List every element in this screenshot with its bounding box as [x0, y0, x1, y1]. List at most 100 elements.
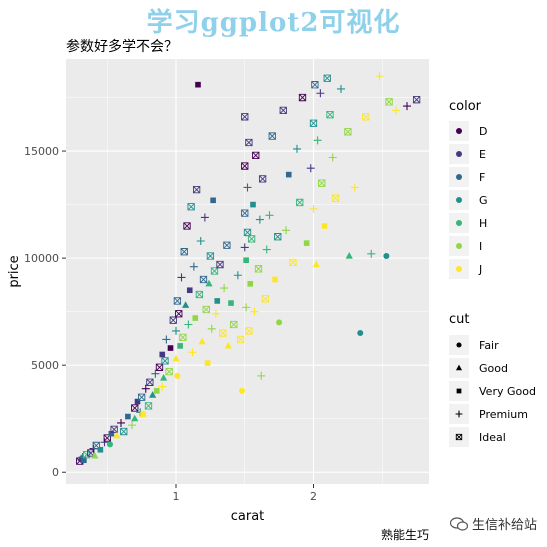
- chart-subtitle: 参数好多学不会？: [66, 39, 178, 55]
- data-point: [344, 128, 352, 136]
- data-point: [245, 327, 253, 335]
- data-point: [298, 93, 307, 102]
- data-point: [204, 360, 211, 366]
- data-point: [108, 430, 115, 437]
- data-point: [228, 300, 234, 306]
- data-point: [276, 319, 283, 326]
- data-point: [165, 367, 173, 376]
- y-tick-label: 15000: [24, 145, 59, 158]
- data-point: [233, 271, 242, 280]
- data-point: [140, 411, 146, 418]
- data-point: [202, 305, 210, 314]
- data-point: [81, 457, 87, 464]
- data-point: [252, 151, 260, 159]
- data-point: [412, 96, 421, 104]
- legend-color-label: D: [479, 125, 487, 138]
- data-point: [180, 248, 188, 256]
- data-point: [337, 84, 345, 93]
- data-point: [303, 240, 310, 246]
- data-point: [306, 164, 315, 173]
- data-point: [162, 335, 171, 344]
- data-point: [107, 441, 113, 448]
- data-point: [131, 404, 139, 412]
- data-point: [293, 144, 301, 153]
- data-point: [247, 235, 256, 243]
- banner-title: 学习ggplot2可视化: [146, 8, 401, 38]
- data-point: [146, 378, 154, 386]
- data-point: [174, 372, 181, 379]
- legend-cut-label: Ideal: [479, 431, 506, 444]
- legend-cut-label: Premium: [479, 408, 528, 421]
- data-point: [155, 363, 164, 371]
- data-point: [167, 345, 174, 351]
- data-point: [236, 335, 245, 344]
- data-point: [309, 204, 318, 213]
- data-point: [230, 320, 238, 329]
- data-point: [195, 290, 204, 299]
- data-point: [383, 252, 390, 259]
- data-point: [242, 303, 251, 312]
- legend-cut-symbol: [456, 388, 462, 394]
- data-point: [326, 111, 334, 119]
- legend-cut-label: Fair: [479, 339, 499, 352]
- data-point: [117, 418, 125, 427]
- data-point: [189, 262, 198, 271]
- data-point: [211, 309, 220, 318]
- legend-color-label: H: [479, 217, 487, 230]
- data-point: [151, 369, 160, 378]
- data-point: [173, 297, 182, 305]
- legend-color-label: E: [479, 148, 486, 161]
- legend-color-swatch: [456, 220, 462, 226]
- data-point: [169, 316, 177, 324]
- data-point: [241, 113, 249, 121]
- watermark-text: 生信补给站: [471, 518, 537, 533]
- data-point: [224, 341, 232, 349]
- data-point: [144, 402, 153, 410]
- data-point: [97, 446, 104, 453]
- data-point: [245, 138, 253, 147]
- data-point: [120, 427, 128, 436]
- data-point: [385, 98, 393, 106]
- y-axis-title: price: [7, 255, 22, 287]
- data-point: [125, 413, 131, 420]
- data-point: [134, 398, 141, 405]
- data-point: [403, 102, 411, 111]
- data-point: [258, 175, 267, 183]
- data-point: [243, 183, 252, 192]
- wechat-icon: [449, 516, 468, 531]
- legend-color-swatch: [456, 174, 462, 180]
- data-point: [243, 257, 249, 264]
- data-point: [172, 354, 180, 362]
- data-point: [158, 382, 167, 391]
- data-point: [296, 198, 304, 207]
- data-point: [272, 276, 278, 283]
- data-point: [279, 106, 287, 115]
- data-point: [321, 223, 328, 229]
- data-point: [183, 222, 191, 230]
- legend-color-swatch: [456, 197, 462, 203]
- data-point: [207, 324, 216, 333]
- data-point: [323, 74, 331, 82]
- data-point: [192, 315, 199, 321]
- legend-cut-label: Very Good: [479, 385, 536, 398]
- data-point: [159, 351, 166, 358]
- plot-panel: [66, 59, 429, 484]
- legend-color-title: color: [449, 99, 482, 114]
- data-point: [137, 393, 146, 401]
- data-point: [265, 211, 274, 220]
- legend-color-label: G: [479, 194, 488, 207]
- data-point: [91, 451, 99, 459]
- data-point: [188, 348, 197, 357]
- data-point: [214, 298, 221, 304]
- data-point: [182, 301, 190, 308]
- y-tick-label: 0: [52, 466, 59, 479]
- legend-cut-symbol: [456, 342, 462, 348]
- data-point: [179, 333, 187, 341]
- data-point: [131, 414, 139, 422]
- legend-cut-title: cut: [449, 312, 469, 327]
- data-point: [311, 81, 319, 89]
- x-axis-title: carat: [231, 509, 265, 524]
- data-point: [128, 421, 136, 430]
- data-point: [247, 281, 254, 287]
